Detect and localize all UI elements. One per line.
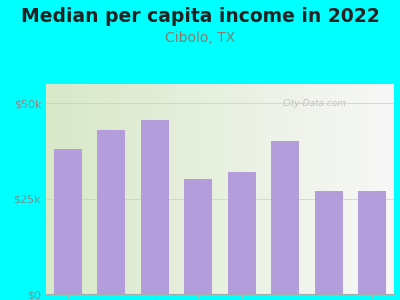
- Bar: [315, 191, 343, 294]
- Bar: [54, 149, 82, 294]
- Bar: [358, 191, 386, 294]
- Bar: [228, 172, 256, 294]
- Text: Cibolo, TX: Cibolo, TX: [165, 32, 235, 46]
- Bar: [97, 130, 125, 294]
- Bar: [271, 141, 299, 294]
- Text: City-Data.com: City-Data.com: [283, 99, 347, 108]
- Bar: [184, 179, 212, 294]
- Text: Median per capita income in 2022: Median per capita income in 2022: [21, 8, 379, 26]
- Bar: [141, 120, 169, 294]
